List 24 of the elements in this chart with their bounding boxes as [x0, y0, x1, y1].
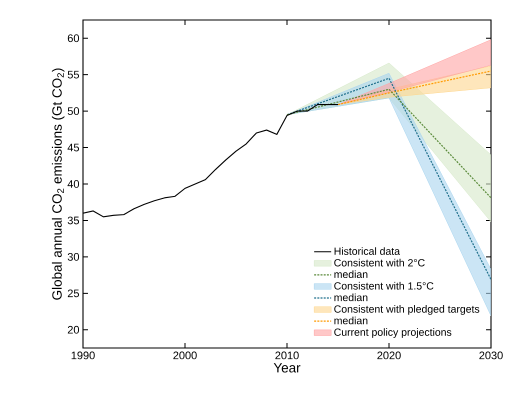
y-tick-label: 45 [68, 144, 80, 152]
y-tick-label: 25 [68, 289, 80, 298]
legend-label: Consistent with pledged targets [334, 305, 480, 315]
y-tick-label: 35 [68, 216, 80, 224]
x-tick-label: 2000 [173, 352, 197, 360]
legend-label: median [334, 316, 368, 324]
legend-label: Current policy projections [334, 328, 452, 338]
legend-label: Historical data [334, 247, 400, 255]
legend-label: Consistent with 1.5°C [334, 282, 434, 290]
y-tick-label: 60 [68, 34, 80, 42]
y-tick-label: 40 [68, 180, 80, 188]
x-tick-label: 1990 [72, 352, 95, 360]
y-tick-label: 50 [68, 107, 80, 115]
x-tick-label: 2020 [377, 352, 401, 360]
x-tick-label: 2010 [275, 352, 299, 360]
y-tick-label: 55 [68, 70, 80, 78]
x-tick-label: 2030 [479, 352, 503, 360]
y-tick-label: 20 [68, 326, 80, 334]
legend-label: Consistent with 2°C [334, 258, 425, 266]
y-tick-label: 30 [68, 253, 80, 261]
x-axis-title: Year [274, 363, 300, 373]
legend-label: median [334, 293, 368, 302]
y-axis-title: Global annual CO$_{2}$ emissions (Gt CO$_{2}$) [52, 68, 64, 300]
legend-label: median [334, 270, 368, 278]
